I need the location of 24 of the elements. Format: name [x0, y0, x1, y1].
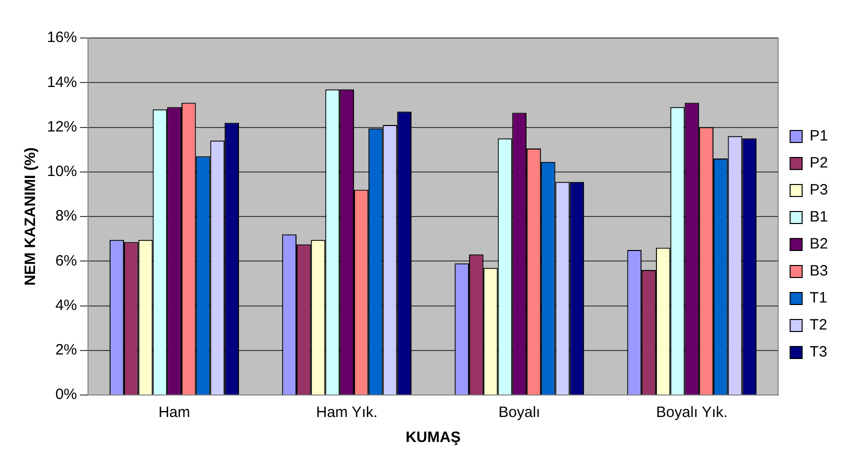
legend-label: B3: [810, 262, 828, 280]
y-tick-label: 10%: [46, 163, 78, 180]
legend-label: P1: [810, 128, 828, 145]
y-tick-label: 8%: [55, 208, 78, 225]
y-tick-label: 12%: [46, 118, 78, 136]
legend-label: T3: [810, 344, 828, 361]
legend-label: B2: [810, 236, 828, 253]
x-tick-label: Boyalı: [498, 404, 540, 422]
x-tick-label: Ham Yık.: [316, 404, 378, 422]
y-tick-label: 16%: [46, 29, 78, 46]
x-tick-label: Boyalı Yık.: [656, 404, 728, 422]
legend-label: T2: [810, 316, 828, 334]
legend-label: T1: [810, 290, 828, 307]
legend-label: P2: [810, 154, 828, 172]
y-tick-label: 4%: [55, 296, 78, 314]
legend-label: B1: [810, 208, 828, 226]
y-tick-label: 2%: [55, 342, 78, 359]
y-tick-label: 14%: [46, 74, 78, 91]
x-axis-title: KUMAŞ: [406, 429, 461, 446]
x-tick-label: Ham: [158, 404, 190, 422]
legend-label: P3: [810, 182, 828, 199]
y-axis-title: NEM KAZANIMI (%): [22, 147, 40, 286]
y-tick-label: 6%: [55, 252, 78, 270]
y-tick-label: 0%: [55, 386, 78, 404]
